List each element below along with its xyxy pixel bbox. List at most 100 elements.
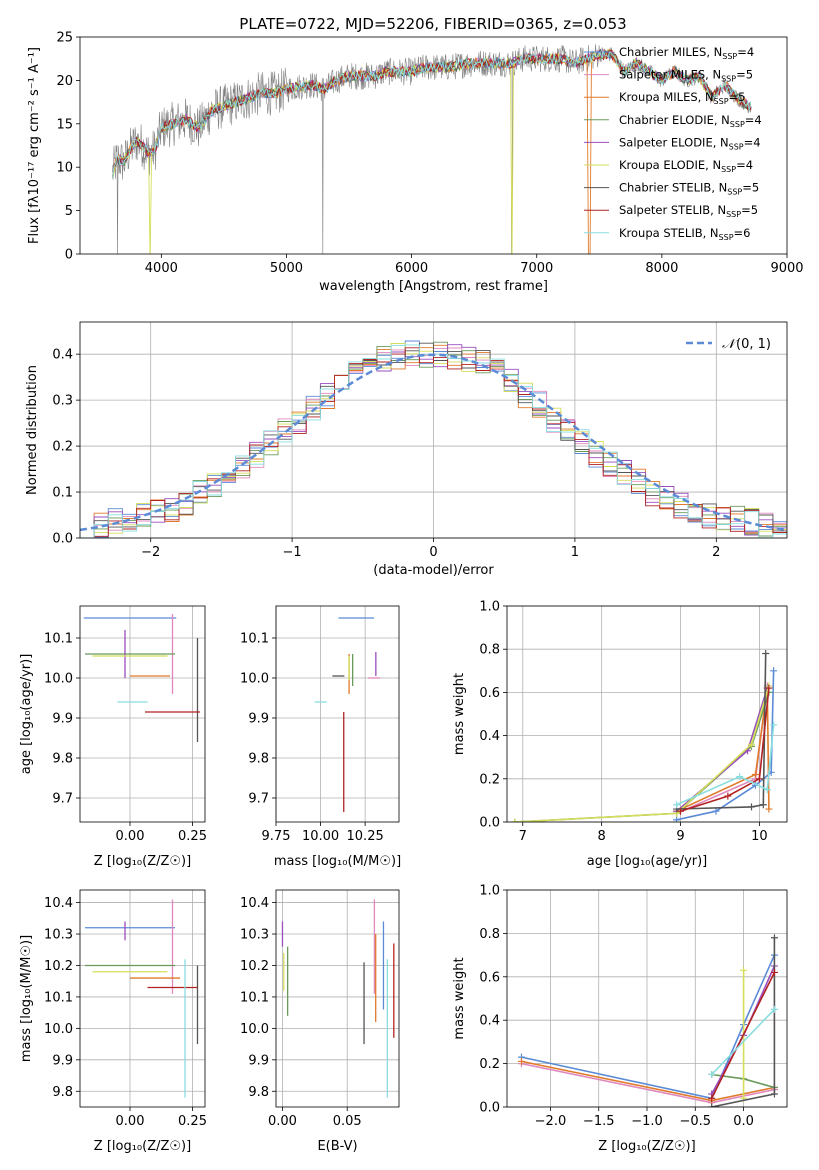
y-tick-label: 1.0 (479, 600, 500, 615)
series-marker (673, 816, 681, 822)
y-tick-label: 10.1 (240, 990, 269, 1005)
legend-entry: Kroupa ELODIE, NSSP=4 (619, 158, 753, 174)
legend-tail: =6 (734, 226, 751, 240)
y-tick-label: 0.0 (52, 532, 73, 547)
legend-subscript: SSP (730, 120, 745, 129)
model-spectrum (112, 50, 752, 178)
y-tick-label: 0.8 (479, 643, 500, 658)
series-marker (770, 667, 778, 675)
x-tick-label: 0.25 (178, 1114, 207, 1129)
series-marker (748, 740, 756, 748)
x-tick-label: 0.25 (178, 829, 207, 844)
series-marker (770, 968, 778, 976)
x-tick-label: 2 (712, 545, 720, 560)
legend-subscript: SSP (721, 165, 736, 174)
legend-text: Kroupa ELODIE, N (619, 158, 721, 172)
y-tick-label: 5 (65, 204, 73, 219)
x-tick-label: 0 (429, 545, 437, 560)
legend-entry: Chabrier MILES, NSSP=4 (619, 45, 754, 61)
x-tick-label: 1 (571, 545, 579, 560)
legend-tail: =5 (742, 181, 759, 195)
x-tick-label: 10 (751, 829, 768, 844)
x-axis-label: wavelength [Angstrom, rest frame] (319, 279, 548, 294)
y-tick-label: 1.0 (479, 884, 500, 899)
legend-text: Chabrier MILES, N (619, 45, 722, 59)
series-marker (673, 801, 681, 809)
series-marker (770, 1090, 778, 1098)
figure-title: PLATE=0722, MJD=52206, FIBERID=0365, z=0… (239, 15, 626, 33)
axes-frame (506, 605, 788, 823)
series-marker (765, 684, 773, 692)
x-tick-label: −1.0 (631, 1114, 663, 1129)
series-marker (770, 934, 778, 942)
massweight-vs-metallicity-panel: −2.0 −1.5 −1.0 −0.5 0.0 0.0 0.2 0.4 0.6 0.8 1.0 Z [… (452, 884, 788, 1154)
legend-entry: Kroupa MILES, NSSP=5 (619, 90, 745, 106)
y-tick-label: 10.0 (240, 672, 269, 687)
axes-frame (79, 889, 206, 1108)
y-tick-label: 10.4 (44, 896, 73, 911)
axes-frame (275, 605, 400, 823)
y-tick-label: 10.0 (240, 1022, 269, 1037)
series-line (676, 685, 769, 815)
y-tick-label: 0.0 (479, 1101, 500, 1116)
series-marker (724, 792, 732, 800)
y-tick-label: 9.9 (52, 712, 73, 727)
legend-text: Kroupa MILES, N (619, 90, 714, 104)
series-line (711, 1008, 775, 1076)
massweight-vs-age-panel: 7 8 9 10 0.0 0.2 0.4 0.6 0.8 1.0 age [log₁₀(age/yr… (452, 600, 788, 869)
y-tick-label: 0.4 (479, 729, 500, 744)
axes-frame (79, 605, 206, 823)
x-tick-label: −2.0 (535, 1114, 567, 1129)
histogram-step (80, 347, 787, 538)
axes-frame (506, 889, 788, 1108)
y-tick-label: 10.0 (44, 1022, 73, 1037)
series-marker (677, 807, 685, 815)
y-tick-label: 9.7 (52, 792, 73, 807)
y-tick-label: 9.8 (248, 1085, 269, 1100)
series-marker (755, 775, 763, 783)
legend-entry: Salpeter ELODIE, NSSP=4 (619, 135, 761, 151)
y-tick-label: 10.2 (240, 959, 269, 974)
x-tick-label: −1 (283, 545, 302, 560)
y-axis-label: mass weight (452, 957, 467, 1039)
series-marker (770, 1005, 778, 1013)
axes-frame (79, 36, 788, 255)
axes-frame (275, 889, 400, 1108)
y-tick-label: 0.0 (479, 816, 500, 831)
x-tick-label: 0.0 (733, 1114, 754, 1129)
x-axis-label: Z [log₁₀(Z/Z☉)] (94, 854, 191, 869)
legend-text: Salpeter ELODIE, N (619, 135, 729, 149)
legend-tail: =5 (736, 68, 753, 82)
x-axis-label: E(B-V) (317, 1139, 357, 1154)
legend-subscript: SSP (729, 142, 744, 151)
y-tick-label: 10.0 (44, 672, 73, 687)
series-marker (765, 805, 773, 813)
legend-subscript: SSP (721, 75, 736, 84)
legend-tail: =4 (737, 45, 754, 59)
mass-vs-metallicity-panel: 0.00 0.25 9.8 9.9 10.0 10.1 10.2 10.3 10.4 Z [log… (19, 889, 207, 1154)
age-vs-metallicity-panel: 0.00 0.25 9.7 9.8 9.9 10.0 10.1 Z [log₁₀(Z/Z☉)]… (19, 605, 207, 869)
x-axis-label: (data-model)/error (373, 563, 494, 578)
mass-vs-ebv-panel: 0.00 0.05 9.8 9.9 10.0 10.1 10.2 10.3 10.4 E(B-V) (240, 889, 400, 1154)
legend-tail: =5 (741, 203, 758, 217)
series-marker (511, 818, 519, 822)
x-tick-label: 9.75 (262, 829, 291, 844)
x-tick-label: 0.05 (333, 1114, 362, 1129)
series-line (710, 972, 776, 1099)
y-axis-label: mass weight (452, 673, 467, 755)
x-axis-label: age [log₁₀(age/yr)] (587, 854, 708, 869)
x-tick-label: 10.25 (347, 829, 384, 844)
y-tick-label: 10.3 (44, 928, 73, 943)
x-tick-label: 8 (598, 829, 606, 844)
x-tick-label: 10.00 (302, 829, 339, 844)
x-tick-label: −1.5 (583, 1114, 615, 1129)
series-marker (517, 1057, 525, 1065)
y-tick-label: 0.2 (52, 440, 73, 455)
x-tick-label: 8000 (645, 261, 678, 276)
legend-subscript: SSP (727, 188, 742, 197)
series-marker (763, 786, 771, 794)
series-marker (770, 721, 778, 729)
x-tick-label: 5000 (270, 261, 303, 276)
y-tick-label: 9.8 (248, 752, 269, 767)
